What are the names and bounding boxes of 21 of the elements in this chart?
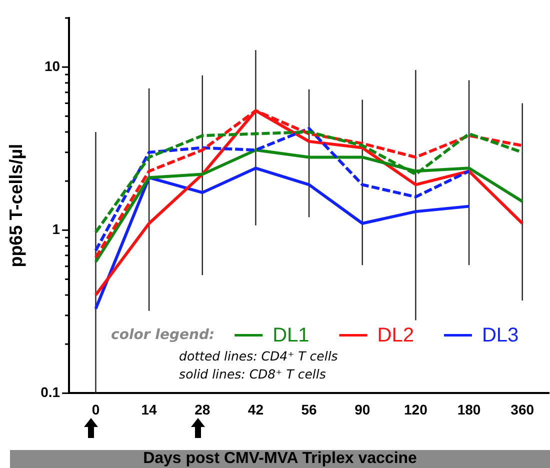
x-tick-label: 0 — [92, 401, 100, 418]
x-axis-title: Days post CMV-MVA Triplex vaccine — [10, 450, 550, 468]
line-series — [94, 127, 471, 252]
legend-label: DL2 — [377, 324, 414, 347]
x-tick-label: 14 — [141, 401, 158, 418]
annotation: dotted lines: CD4⁺ T cells — [179, 348, 338, 364]
x-tick-label: 28 — [194, 401, 210, 418]
x-tick-label: 120 — [404, 401, 428, 418]
annotation: solid lines: CD8⁺ T cells — [179, 366, 326, 382]
x-tick-label: 42 — [248, 401, 264, 418]
y-axis-title: pp65 T-cells/µl — [6, 144, 26, 268]
x-tick-label: 360 — [510, 401, 534, 418]
x-tick-label: 90 — [354, 401, 370, 418]
y-tick-label: 1 — [52, 221, 60, 237]
legend-label: DL3 — [482, 324, 519, 347]
legend-label: DL1 — [272, 324, 310, 347]
y-tick-label: 10 — [44, 58, 60, 74]
x-tick-label: 180 — [457, 401, 481, 418]
legend-title: color legend: — [111, 326, 215, 343]
y-tick-label: 0.1 — [40, 384, 60, 400]
x-tick-label: 56 — [301, 401, 318, 418]
